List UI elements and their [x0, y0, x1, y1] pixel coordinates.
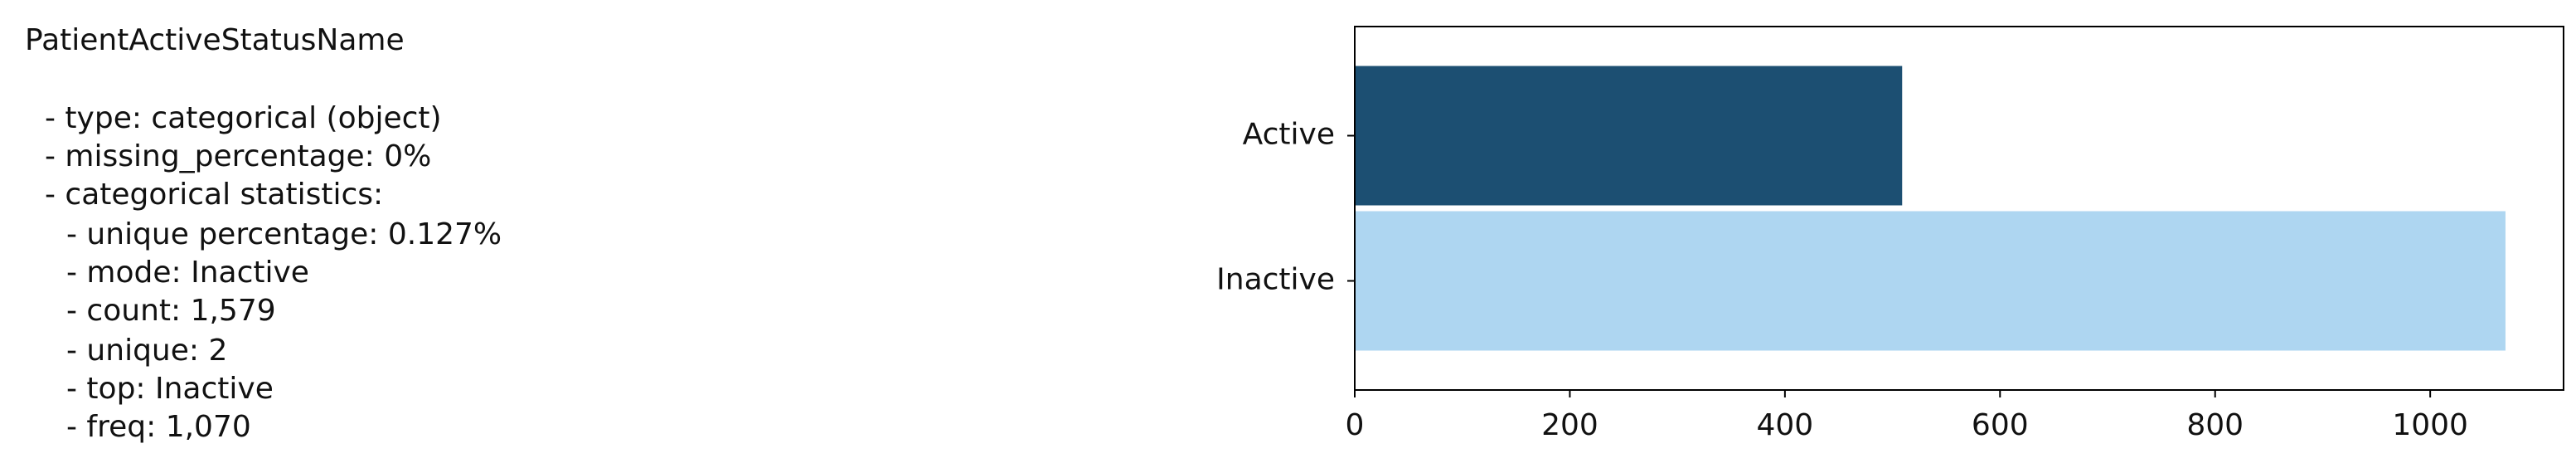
summary-line: - freq: 1,070 — [66, 410, 251, 444]
bar — [1355, 211, 2506, 351]
summary-line: - missing_percentage: 0% — [45, 139, 431, 173]
x-tick-label: 200 — [1541, 408, 1598, 442]
x-tick-label: 800 — [2186, 408, 2244, 442]
summary-line: - top: Inactive — [66, 372, 274, 406]
summary-line: - unique: 2 — [66, 334, 227, 368]
summary-line: - type: categorical (object) — [45, 101, 442, 135]
summary-line: - unique percentage: 0.127% — [66, 217, 502, 251]
x-tick-label: 0 — [1346, 408, 1365, 442]
summary-line: - count: 1,579 — [66, 294, 276, 328]
x-tick-label: 400 — [1757, 408, 1814, 442]
plot-frame — [1354, 26, 2564, 391]
y-tick-label: Active — [1243, 118, 1335, 152]
summary-line: - categorical statistics: — [45, 178, 383, 212]
summary-line: - mode: Inactive — [66, 256, 309, 290]
y-tick-label: Inactive — [1216, 263, 1335, 297]
bar — [1355, 66, 1903, 206]
summary-title: PatientActiveStatusName — [25, 23, 405, 57]
x-tick-label: 1000 — [2392, 408, 2468, 442]
x-tick-label: 600 — [1972, 408, 2029, 442]
